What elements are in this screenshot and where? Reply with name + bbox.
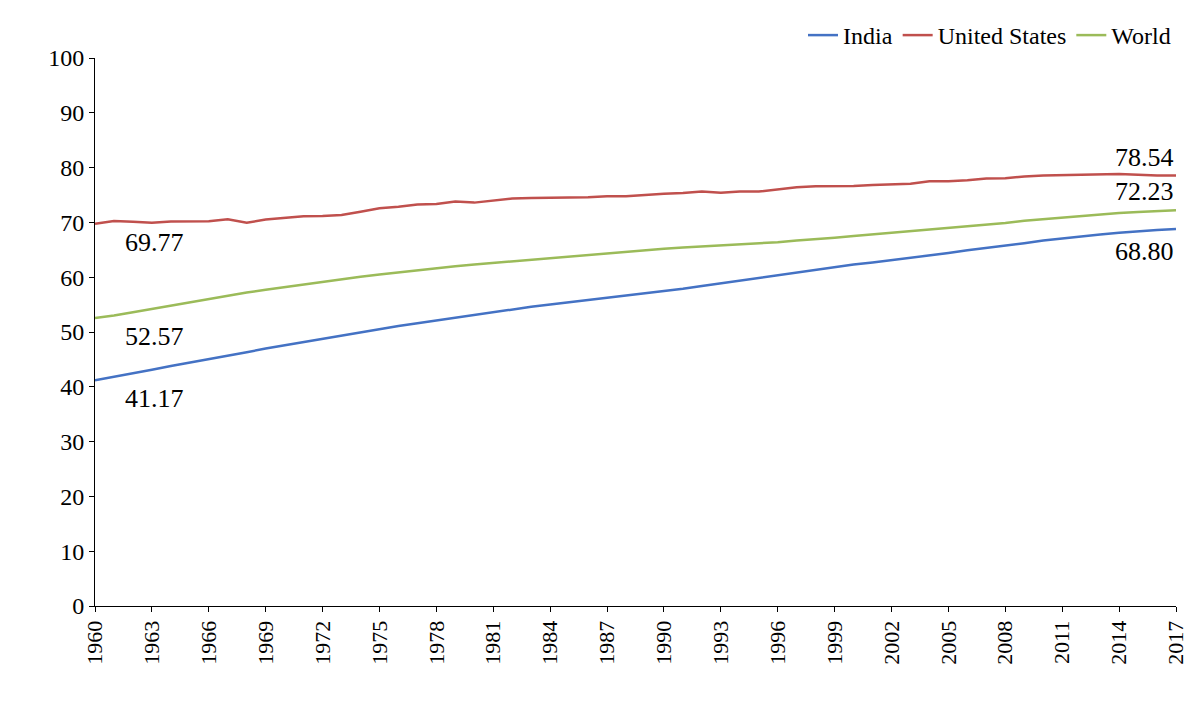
svg-text:1981: 1981 <box>480 621 505 665</box>
svg-text:50: 50 <box>60 319 84 345</box>
svg-text:1990: 1990 <box>651 621 676 665</box>
svg-text:52.57: 52.57 <box>125 322 184 351</box>
svg-text:1960: 1960 <box>82 621 107 665</box>
svg-text:40: 40 <box>60 374 84 400</box>
svg-text:10: 10 <box>60 539 84 565</box>
svg-text:2008: 2008 <box>992 621 1017 665</box>
svg-text:60: 60 <box>60 265 84 291</box>
svg-text:30: 30 <box>60 429 84 455</box>
svg-text:World: World <box>1111 23 1170 49</box>
svg-text:90: 90 <box>60 100 84 126</box>
svg-text:1975: 1975 <box>367 621 392 665</box>
svg-text:69.77: 69.77 <box>125 228 184 257</box>
svg-text:70: 70 <box>60 210 84 236</box>
svg-text:2002: 2002 <box>879 621 904 665</box>
svg-text:1963: 1963 <box>139 621 164 665</box>
svg-text:20: 20 <box>60 484 84 510</box>
svg-text:1978: 1978 <box>424 621 449 665</box>
svg-text:1993: 1993 <box>708 621 733 665</box>
svg-text:1999: 1999 <box>822 621 847 665</box>
svg-text:0: 0 <box>72 593 84 619</box>
svg-text:1972: 1972 <box>310 621 335 665</box>
svg-text:2014: 2014 <box>1106 621 1131 665</box>
svg-text:1996: 1996 <box>765 621 790 665</box>
svg-text:41.17: 41.17 <box>125 384 184 413</box>
svg-text:United States: United States <box>938 23 1067 49</box>
svg-text:78.54: 78.54 <box>1115 143 1174 172</box>
svg-text:2005: 2005 <box>936 621 961 665</box>
svg-text:2011: 2011 <box>1049 621 1074 664</box>
svg-text:100: 100 <box>48 45 84 71</box>
svg-text:1969: 1969 <box>253 621 278 665</box>
svg-text:2017: 2017 <box>1163 621 1188 665</box>
svg-text:68.80: 68.80 <box>1115 237 1174 266</box>
svg-text:1984: 1984 <box>537 621 562 665</box>
svg-text:72.23: 72.23 <box>1115 177 1174 206</box>
svg-text:1987: 1987 <box>594 621 619 665</box>
svg-text:India: India <box>843 23 893 49</box>
svg-text:1966: 1966 <box>196 621 221 665</box>
svg-text:80: 80 <box>60 155 84 181</box>
